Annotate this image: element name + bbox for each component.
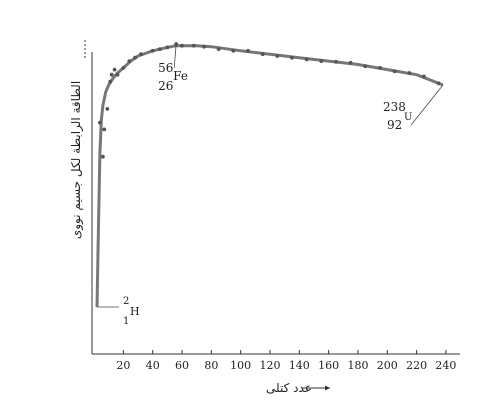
data-point (174, 42, 179, 46)
data-point (108, 79, 113, 84)
x-tick-label: 240 (435, 359, 456, 372)
data-point (101, 154, 105, 159)
data-point (348, 60, 353, 65)
data-point (105, 107, 110, 111)
data-point (363, 64, 368, 69)
annotation-symbol: H (130, 305, 140, 318)
x-axis-arrowhead-icon (325, 385, 330, 391)
data-point (260, 52, 265, 57)
data-point (133, 55, 138, 60)
annotation-leader (410, 84, 444, 126)
x-tick-label: 40 (146, 359, 160, 372)
annotation-mass-number: 238 (383, 100, 406, 114)
x-tick-label: 200 (377, 359, 398, 372)
data-point (378, 66, 382, 70)
data-point (246, 48, 250, 53)
x-tick-label: 60 (175, 359, 189, 372)
y-axis-label: الطاقة الرابطة لكل جسيم نووى (69, 81, 84, 239)
data-point (216, 47, 221, 51)
x-tick-label: 80 (204, 359, 218, 372)
data-point (127, 59, 132, 63)
data-point (436, 81, 441, 86)
data-point (407, 71, 412, 75)
x-tick-label: 120 (260, 359, 281, 372)
x-tick-label: 220 (406, 359, 427, 372)
data-point (180, 43, 184, 48)
annotation-symbol: U (404, 112, 412, 123)
x-axis-label-group: عدد كتلى (266, 381, 330, 395)
data-point (139, 52, 143, 57)
data-point (290, 55, 294, 60)
annotation-atomic-number: 26 (158, 79, 173, 93)
data-point (158, 47, 162, 51)
data-point (304, 57, 309, 62)
data-point (231, 48, 236, 53)
x-tick-label: 180 (347, 359, 368, 372)
y-axis-label-group: الطاقة الرابطة لكل جسيم نووى (69, 40, 86, 239)
annotation-mass-number: 56 (158, 61, 173, 75)
annotation-atomic-number: 1 (123, 316, 129, 327)
data-point (319, 59, 324, 63)
data-points (98, 42, 441, 159)
x-tick-label: 140 (289, 359, 310, 372)
data-point (98, 120, 102, 125)
data-point (202, 44, 206, 49)
data-point (422, 74, 426, 79)
x-tick-label: 100 (230, 359, 251, 372)
data-point (109, 72, 114, 77)
binding-energy-curve (95, 44, 444, 308)
annotation-h2: 2 1H (97, 296, 140, 327)
annotation-atomic-number: 92 (387, 118, 402, 132)
x-ticks: 20 40 60 80 100 120 140 160 180 200 220 240 (116, 350, 456, 372)
x-tick-label: 160 (318, 359, 339, 372)
annotation-mass-number: 2 (123, 296, 129, 307)
data-point (165, 45, 170, 50)
x-axis-label: عدد كتلى (266, 381, 312, 395)
data-point (392, 69, 397, 74)
data-point (115, 72, 120, 77)
data-point (121, 66, 126, 70)
data-point (150, 48, 155, 53)
data-point (102, 127, 107, 132)
data-point (191, 43, 196, 48)
axes (91, 52, 460, 355)
data-point (112, 67, 117, 72)
data-point (334, 59, 338, 64)
annotation-u238: 238 92U (383, 84, 444, 132)
annotation-leader (173, 43, 177, 69)
data-point (275, 54, 280, 58)
annotation-symbol: Fe (173, 69, 188, 83)
x-tick-label: 20 (116, 359, 130, 372)
